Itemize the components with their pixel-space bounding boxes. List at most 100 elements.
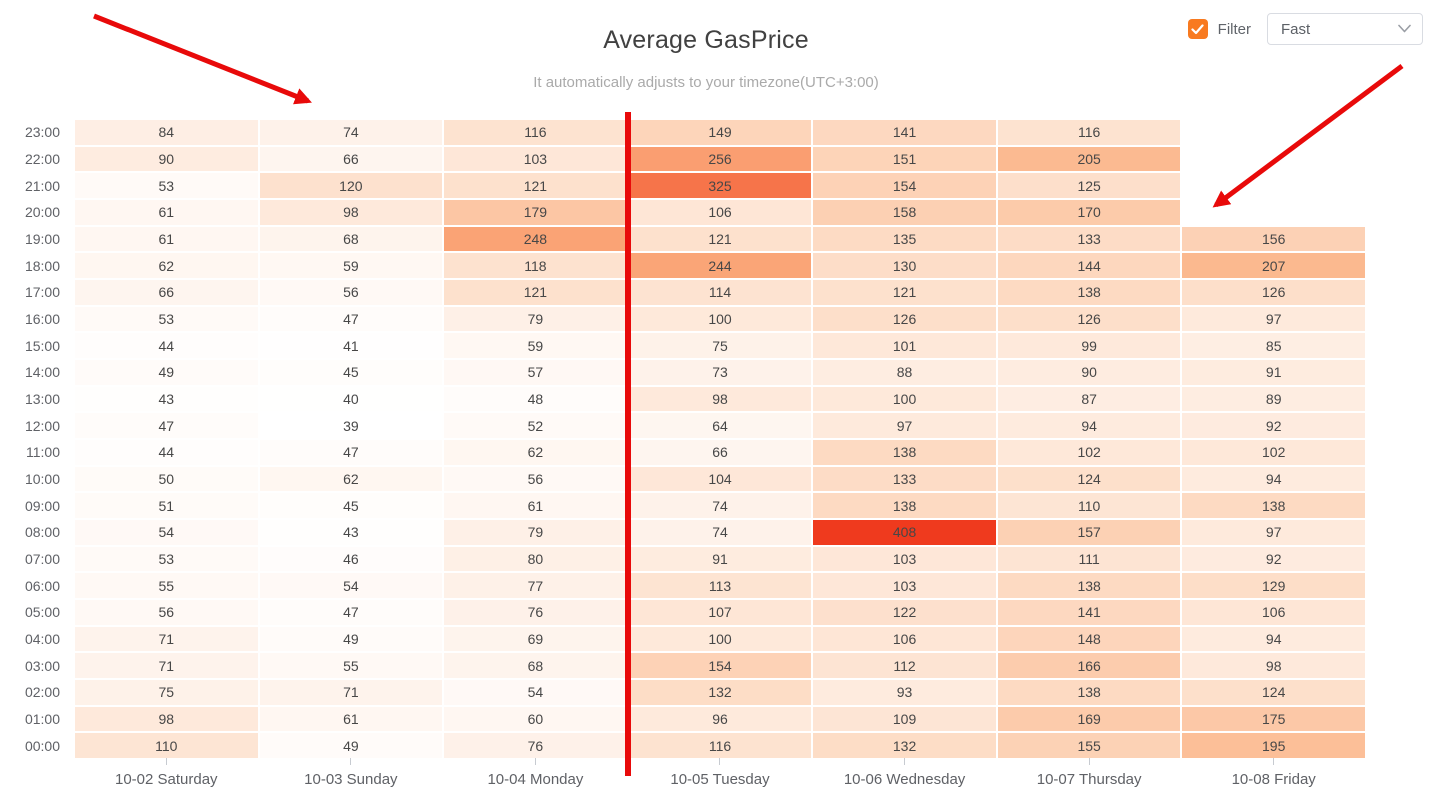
heatmap-cell[interactable]: 71 — [75, 653, 258, 678]
heatmap-cell[interactable]: 66 — [259, 146, 443, 172]
heatmap-cell[interactable]: 151 — [813, 146, 996, 172]
heatmap-cell[interactable]: 138 — [997, 573, 1181, 598]
heatmap-cell[interactable]: 106 — [628, 199, 812, 225]
heatmap-cell[interactable]: 61 — [75, 199, 258, 225]
heatmap-cell[interactable]: 74 — [259, 120, 443, 145]
heatmap-cell[interactable]: 54 — [259, 573, 443, 598]
heatmap-cell[interactable]: 56 — [259, 279, 443, 305]
heatmap-cell[interactable]: 114 — [628, 279, 812, 305]
heatmap-cell[interactable]: 122 — [813, 599, 996, 625]
heatmap-cell[interactable]: 126 — [813, 306, 996, 332]
heatmap-cell[interactable]: 325 — [628, 173, 812, 198]
heatmap-cell[interactable]: 73 — [628, 359, 812, 385]
heatmap-cell[interactable]: 61 — [259, 706, 443, 732]
heatmap-cell[interactable]: 113 — [628, 573, 812, 598]
heatmap-cell[interactable]: 97 — [813, 413, 996, 438]
heatmap-cell[interactable]: 126 — [997, 306, 1181, 332]
speed-dropdown[interactable]: Fast — [1267, 13, 1423, 45]
heatmap-cell[interactable]: 138 — [1182, 493, 1365, 518]
heatmap-cell[interactable]: 90 — [997, 359, 1181, 385]
heatmap-cell[interactable]: 103 — [444, 146, 627, 172]
heatmap-cell[interactable]: 62 — [259, 466, 443, 492]
heatmap-cell[interactable]: 61 — [75, 226, 258, 252]
heatmap-cell[interactable]: 121 — [813, 279, 996, 305]
heatmap-cell[interactable]: 129 — [1182, 573, 1365, 598]
heatmap-cell[interactable]: 60 — [444, 706, 627, 732]
heatmap-cell[interactable]: 175 — [1182, 706, 1365, 732]
heatmap-cell[interactable]: 138 — [997, 679, 1181, 705]
heatmap-cell[interactable]: 62 — [75, 253, 258, 278]
heatmap-cell[interactable]: 40 — [259, 386, 443, 412]
heatmap-cell[interactable]: 126 — [1182, 279, 1365, 305]
heatmap-cell[interactable]: 121 — [444, 173, 627, 198]
heatmap-cell[interactable]: 43 — [75, 386, 258, 412]
heatmap-cell[interactable]: 244 — [628, 253, 812, 278]
heatmap-cell[interactable]: 44 — [75, 439, 258, 465]
heatmap-cell[interactable]: 116 — [997, 120, 1181, 145]
heatmap-cell[interactable]: 98 — [259, 199, 443, 225]
heatmap-cell[interactable]: 93 — [813, 679, 996, 705]
heatmap-cell[interactable]: 55 — [259, 653, 443, 678]
heatmap-cell[interactable]: 170 — [997, 199, 1181, 225]
heatmap-cell[interactable]: 100 — [813, 386, 996, 412]
heatmap-cell[interactable]: 138 — [997, 279, 1181, 305]
heatmap-cell[interactable]: 144 — [997, 253, 1181, 278]
heatmap-cell[interactable]: 79 — [444, 306, 627, 332]
heatmap-cell[interactable]: 156 — [1182, 226, 1365, 252]
heatmap-cell[interactable]: 103 — [813, 546, 996, 572]
heatmap-cell[interactable]: 141 — [813, 120, 996, 145]
heatmap-cell[interactable]: 106 — [813, 626, 996, 652]
heatmap-cell[interactable]: 94 — [997, 413, 1181, 438]
heatmap-cell[interactable]: 55 — [75, 573, 258, 598]
heatmap-cell[interactable]: 74 — [628, 493, 812, 518]
heatmap-cell[interactable]: 50 — [75, 466, 258, 492]
heatmap-cell[interactable]: 47 — [259, 439, 443, 465]
heatmap-cell[interactable]: 408 — [813, 519, 996, 545]
heatmap-cell[interactable]: 92 — [1182, 546, 1365, 572]
heatmap-cell[interactable]: 179 — [444, 199, 627, 225]
heatmap-cell[interactable]: 121 — [628, 226, 812, 252]
heatmap-cell[interactable]: 71 — [259, 679, 443, 705]
heatmap-cell[interactable]: 195 — [1182, 733, 1365, 758]
heatmap-cell[interactable]: 166 — [997, 653, 1181, 678]
heatmap-cell[interactable]: 155 — [997, 733, 1181, 758]
heatmap-cell[interactable]: 207 — [1182, 253, 1365, 278]
heatmap-cell[interactable]: 148 — [997, 626, 1181, 652]
heatmap-cell[interactable]: 54 — [75, 519, 258, 545]
heatmap-cell[interactable]: 98 — [75, 706, 258, 732]
heatmap-cell[interactable]: 154 — [813, 173, 996, 198]
heatmap-cell[interactable]: 59 — [259, 253, 443, 278]
heatmap-cell[interactable]: 116 — [628, 733, 812, 758]
heatmap-cell[interactable]: 57 — [444, 359, 627, 385]
heatmap-cell[interactable]: 120 — [259, 173, 443, 198]
heatmap-cell[interactable]: 45 — [259, 359, 443, 385]
heatmap-cell[interactable]: 125 — [997, 173, 1181, 198]
heatmap-cell[interactable]: 89 — [1182, 386, 1365, 412]
filter-checkbox[interactable] — [1187, 19, 1208, 39]
heatmap-cell[interactable]: 109 — [813, 706, 996, 732]
heatmap-cell[interactable]: 103 — [813, 573, 996, 598]
heatmap-cell[interactable]: 149 — [628, 120, 812, 145]
heatmap-cell[interactable]: 66 — [75, 279, 258, 305]
heatmap-cell[interactable]: 111 — [997, 546, 1181, 572]
heatmap-cell[interactable]: 92 — [1182, 413, 1365, 438]
heatmap-cell[interactable]: 102 — [997, 439, 1181, 465]
heatmap-cell[interactable]: 169 — [997, 706, 1181, 732]
heatmap-cell[interactable]: 118 — [444, 253, 627, 278]
heatmap-cell[interactable]: 101 — [813, 333, 996, 358]
heatmap-cell[interactable]: 132 — [628, 679, 812, 705]
heatmap-cell[interactable]: 116 — [444, 120, 627, 145]
heatmap-cell[interactable]: 110 — [75, 733, 258, 758]
heatmap-cell[interactable]: 96 — [628, 706, 812, 732]
heatmap-cell[interactable]: 106 — [1182, 599, 1365, 625]
heatmap-cell[interactable]: 47 — [75, 413, 258, 438]
heatmap-cell[interactable]: 132 — [813, 733, 996, 758]
heatmap-cell[interactable]: 97 — [1182, 519, 1365, 545]
heatmap-cell[interactable]: 69 — [444, 626, 627, 652]
heatmap-cell[interactable]: 141 — [997, 599, 1181, 625]
heatmap-cell[interactable]: 256 — [628, 146, 812, 172]
heatmap-cell[interactable]: 88 — [813, 359, 996, 385]
heatmap-cell[interactable]: 56 — [75, 599, 258, 625]
heatmap-cell[interactable]: 44 — [75, 333, 258, 358]
heatmap-cell[interactable]: 154 — [628, 653, 812, 678]
